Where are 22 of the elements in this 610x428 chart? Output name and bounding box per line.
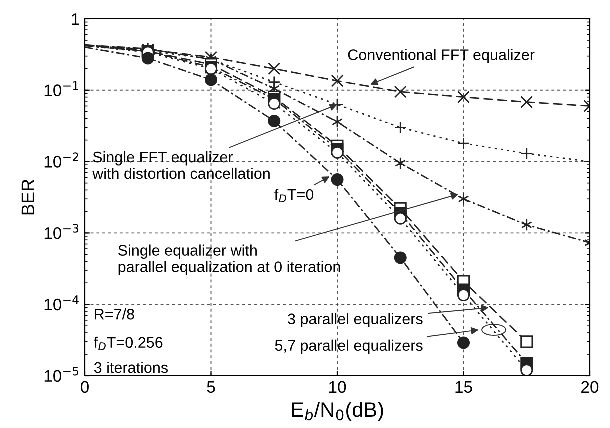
y-tick-label: 10$^{−5}$ bbox=[44, 367, 79, 382]
annotation: 3 parallel equalizers bbox=[288, 313, 423, 328]
annotation: f$_{D}$T=0.256 bbox=[94, 336, 163, 350]
x-tick-label: 5 bbox=[207, 381, 216, 394]
annotation: Conventional FFT equalizer bbox=[348, 49, 535, 64]
annotation: Single equalizer with parallel equalization at 0 iteration bbox=[118, 244, 340, 276]
y-tick-label: 10$^{−4}$ bbox=[44, 296, 79, 311]
y-tick-label: 10$^{−3}$ bbox=[44, 224, 79, 240]
y-axis-title: BER bbox=[22, 180, 34, 215]
x-axis-title: E$_{b}$/N$_{0}$(dB) bbox=[292, 402, 384, 422]
annotation: 5,7 parallel equalizers bbox=[275, 340, 423, 354]
y-tick-label: 10$^{−2}$ bbox=[44, 152, 78, 168]
y-tick-label: 1 bbox=[72, 14, 80, 26]
x-tick-label: 15 bbox=[456, 381, 472, 394]
y-tick-label: 10$^{−1}$ bbox=[44, 81, 78, 96]
annotation: 3 iterations bbox=[94, 362, 168, 374]
x-tick-label: 0 bbox=[81, 381, 89, 394]
x-tick-label: 20 bbox=[582, 381, 599, 394]
annotation: f$_{D}$T=0 bbox=[274, 188, 314, 203]
annotation: R=7/8 bbox=[95, 308, 134, 320]
x-tick-label: 10 bbox=[330, 381, 346, 394]
annotation: Single FFT equalizer with distortion cancellation bbox=[92, 151, 270, 180]
